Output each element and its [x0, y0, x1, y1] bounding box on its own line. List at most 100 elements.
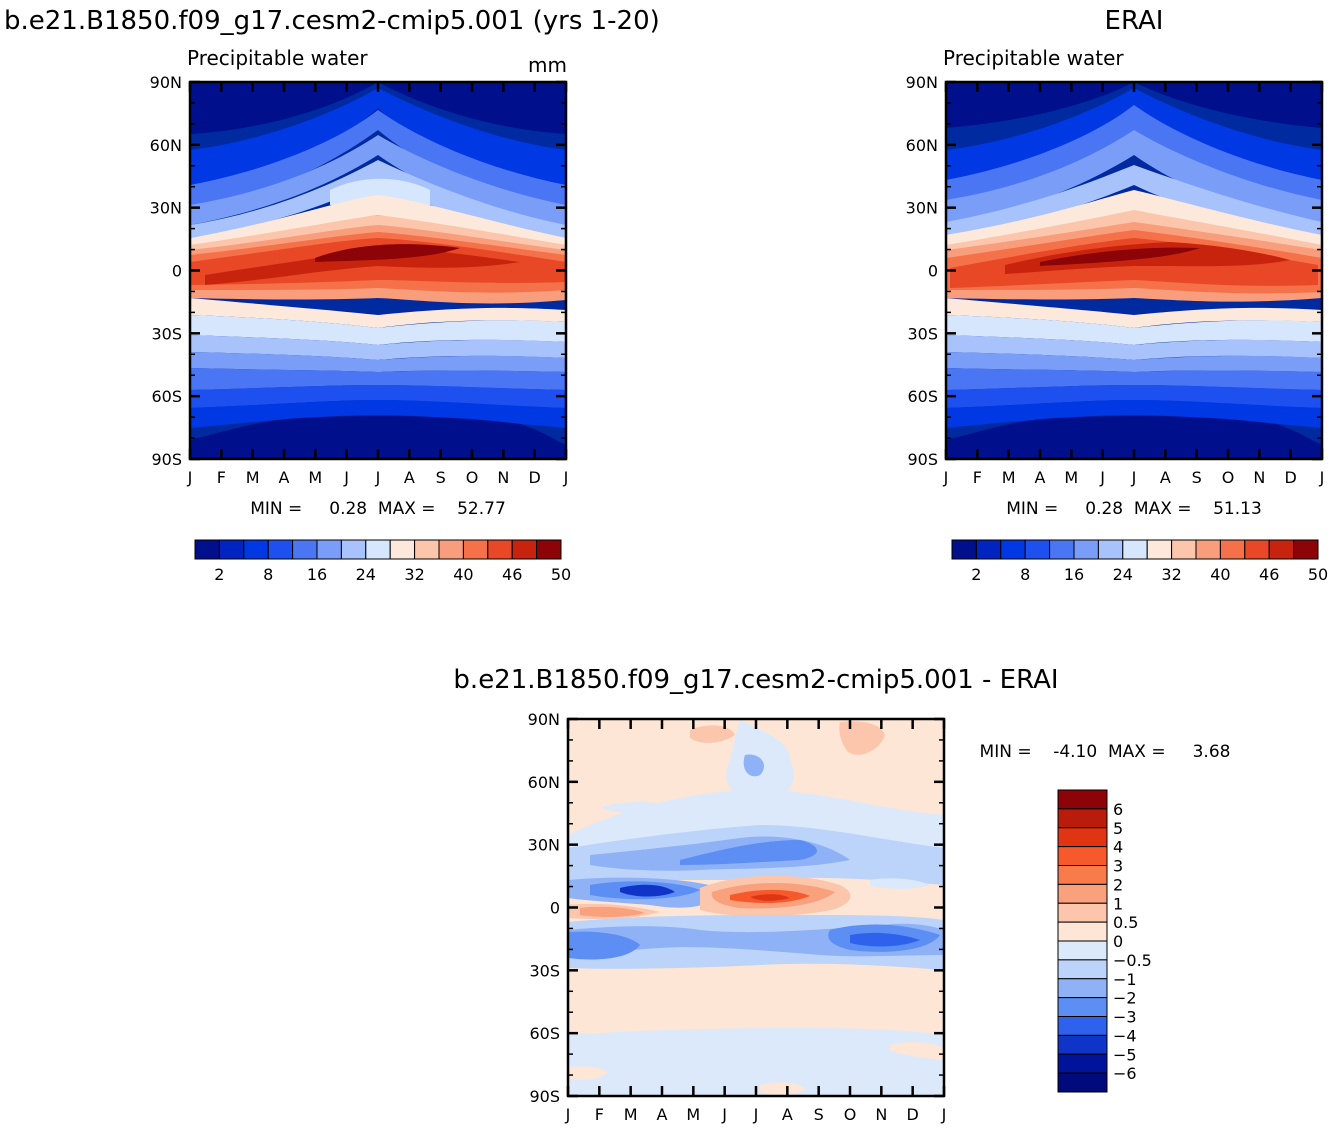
colorbar-swatch: [1057, 1053, 1108, 1074]
colorbar-label: −4: [1113, 1026, 1137, 1045]
colorbar-swatch: [1057, 940, 1108, 961]
colorbar-label: 2: [971, 565, 981, 584]
colorbar-swatch: [462, 539, 489, 560]
panel-erai-title: ERAI: [1105, 6, 1164, 36]
panel-erai-stats: MIN = 0.28 MAX = 51.13: [1006, 499, 1262, 519]
colorbar-label: 32: [1161, 565, 1181, 584]
x-tick-label: J: [343, 468, 349, 487]
colorbar-swatch: [243, 539, 269, 560]
colorbar-swatch: [1057, 921, 1108, 942]
x-tick-label: J: [1099, 468, 1105, 487]
colorbar-label: 16: [1064, 565, 1084, 584]
colorbar-swatch: [1057, 827, 1108, 848]
x-tick-label: J: [565, 1105, 571, 1124]
y-tick-label: 30S: [529, 961, 560, 980]
x-tick-label: J: [187, 468, 193, 487]
colorbar-label: 46: [502, 565, 522, 584]
panel-difference: b.e21.B1850.f09_g17.cesm2-cmip5.001 - ER…: [453, 665, 1230, 1124]
colorbar-swatch: [1049, 539, 1075, 560]
y-tick-label: 90S: [151, 450, 182, 469]
panel-model-colorbar: 2 8 16 24 32 40 46 50: [194, 539, 571, 584]
colorbar-swatch: [951, 539, 977, 560]
x-tick-label: O: [466, 468, 479, 487]
colorbar-swatch: [1244, 539, 1270, 560]
panel-difference-stats: MIN = -4.10 MAX = 3.68: [980, 742, 1231, 762]
panel-model: b.e21.B1850.f09_g17.cesm2-cmip5.001 (yrs…: [4, 6, 660, 584]
colorbar-swatch: [1057, 883, 1108, 904]
colorbar-label: 4: [1113, 838, 1123, 857]
x-tick-label: N: [1253, 468, 1265, 487]
panel-model-stats: MIN = 0.28 MAX = 52.77: [250, 499, 506, 519]
colorbar-swatch: [316, 539, 342, 560]
colorbar-swatch: [389, 539, 416, 560]
x-tick-label: J: [753, 1105, 759, 1124]
y-tick-label: 30S: [907, 324, 938, 343]
colorbar-label: −0.5: [1113, 951, 1152, 970]
x-tick-label: F: [595, 1105, 604, 1124]
colorbar-swatch: [1057, 1072, 1108, 1093]
x-tick-label: D: [907, 1105, 919, 1124]
y-tick-label: 90S: [529, 1087, 560, 1106]
x-tick-label: J: [721, 1105, 727, 1124]
colorbar-swatch: [340, 539, 367, 560]
colorbar-label: 0: [1113, 932, 1123, 951]
colorbar-label: 2: [1113, 875, 1123, 894]
x-tick-label: A: [279, 468, 290, 487]
y-tick-label: 30N: [906, 199, 938, 218]
colorbar-swatch: [1057, 1034, 1108, 1055]
x-tick-label: J: [943, 468, 949, 487]
y-tick-label: 30N: [150, 199, 182, 218]
colorbar-label: −5: [1113, 1045, 1137, 1064]
panel-erai-colorbar: 2 8 16 24 32 40 46 50: [951, 539, 1328, 584]
colorbar-swatch: [487, 539, 513, 560]
y-tick-label: 0: [928, 262, 938, 281]
x-tick-label: A: [1160, 468, 1171, 487]
panel-model-subtitle: Precipitable water: [187, 46, 368, 70]
x-tick-label: J: [941, 1105, 947, 1124]
y-tick-label: 60N: [150, 136, 182, 155]
colorbar-swatch: [218, 539, 245, 560]
y-tick-label: 60S: [151, 387, 182, 406]
panel-model-field: [190, 82, 566, 459]
y-tick-label: 0: [172, 262, 182, 281]
colorbar-label: 50: [1308, 565, 1328, 584]
y-tick-label: 30S: [151, 324, 182, 343]
y-tick-label: 90S: [907, 450, 938, 469]
panel-model-units: mm: [528, 53, 567, 77]
colorbar-swatch: [1057, 997, 1108, 1017]
colorbar-swatch: [1057, 865, 1108, 885]
colorbar-swatch: [365, 539, 391, 560]
colorbar-label: −3: [1113, 1008, 1137, 1027]
x-tick-label: F: [217, 468, 226, 487]
colorbar-swatch: [536, 539, 562, 560]
colorbar-swatch: [1057, 902, 1108, 923]
panel-difference-title: b.e21.B1850.f09_g17.cesm2-cmip5.001 - ER…: [453, 665, 1058, 695]
panel-model-title: b.e21.B1850.f09_g17.cesm2-cmip5.001 (yrs…: [4, 6, 660, 36]
colorbar-swatch: [438, 539, 464, 560]
x-tick-label: S: [436, 468, 446, 487]
colorbar-swatch: [1057, 789, 1108, 810]
x-tick-label: A: [404, 468, 415, 487]
x-tick-label: A: [782, 1105, 793, 1124]
colorbar-swatch: [414, 539, 440, 560]
x-tick-label: A: [1035, 468, 1046, 487]
x-tick-label: F: [973, 468, 982, 487]
x-tick-label: J: [1131, 468, 1137, 487]
colorbar-swatch: [511, 539, 538, 560]
x-tick-label: O: [1222, 468, 1235, 487]
x-tick-label: N: [875, 1105, 887, 1124]
colorbar-label: 1: [1113, 894, 1123, 913]
x-tick-label: S: [814, 1105, 824, 1124]
colorbar-swatch: [1268, 539, 1295, 560]
colorbar-label: 40: [453, 565, 473, 584]
colorbar-label: 24: [1113, 565, 1133, 584]
colorbar-swatch: [194, 539, 220, 560]
colorbar-label: 8: [1020, 565, 1030, 584]
colorbar-swatch: [975, 539, 1002, 560]
colorbar-label: 2: [214, 565, 224, 584]
x-tick-label: M: [308, 468, 322, 487]
colorbar-swatch: [1057, 846, 1108, 866]
